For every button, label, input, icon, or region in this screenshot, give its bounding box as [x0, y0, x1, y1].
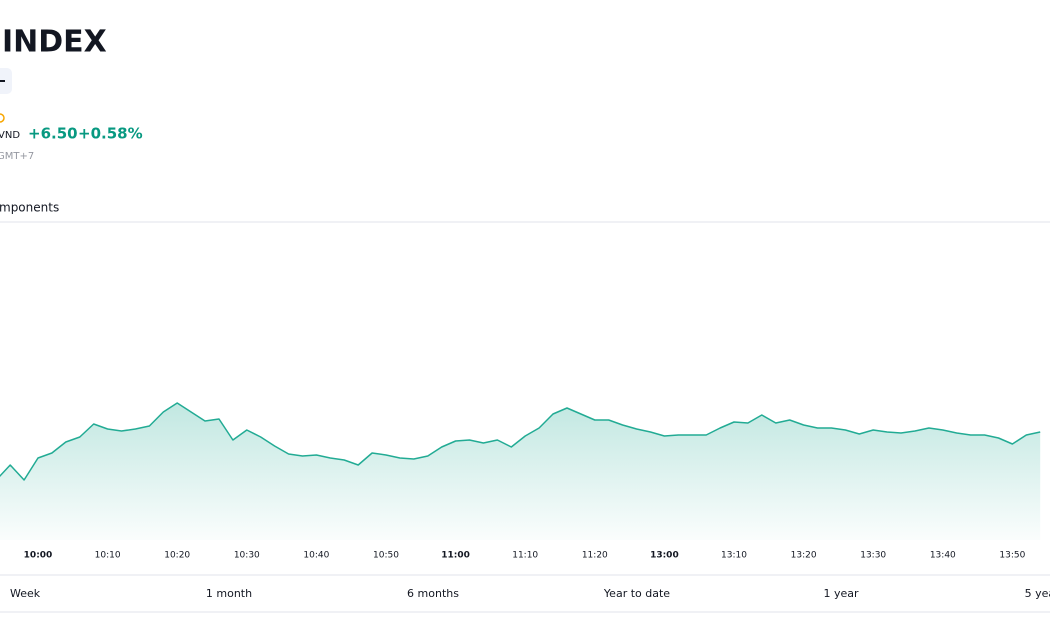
x-tick-label: 13:40	[930, 551, 956, 561]
x-tick-label: 10:50	[373, 551, 399, 561]
status-dot	[0, 113, 5, 123]
x-tick-label: 13:20	[791, 551, 817, 561]
components-tab[interactable]: mponents	[0, 201, 59, 215]
range-tab[interactable]: 5 years	[1025, 587, 1050, 600]
x-tick-label: 11:00	[441, 551, 470, 561]
x-tick-label: 10:10	[95, 551, 121, 561]
x-tick-label: 11:10	[512, 551, 538, 561]
x-tick-label: 10:20	[164, 551, 190, 561]
timezone: GMT+7	[0, 151, 34, 162]
x-tick-label: 13:50	[999, 551, 1025, 561]
index-title: INDEX	[2, 25, 107, 60]
x-tick-label: 10:00	[24, 551, 53, 561]
range-tabs: Week 1 month 6 months Year to date 1 year 5 y…	[10, 587, 1050, 600]
x-tick-label: 10:30	[234, 551, 260, 561]
chart: 10:00 10:10 10:20 10:30 10:40 10:50 11:00 11:10…	[0, 402, 1041, 561]
currency: VND	[0, 130, 20, 141]
range-tab[interactable]: 1 month	[206, 587, 252, 600]
x-tick-label: 10:40	[303, 551, 329, 561]
range-tab[interactable]: Week	[10, 587, 41, 600]
price-change-percent: +0.58%	[78, 125, 143, 143]
x-tick-label: 13:10	[721, 551, 747, 561]
price-change: +6.50	[28, 125, 78, 143]
x-tick-label: 11:20	[582, 551, 608, 561]
price-line	[0, 402, 1041, 481]
range-tab[interactable]: 6 months	[407, 587, 459, 600]
symbol-pill[interactable]	[0, 68, 12, 94]
area-fill	[0, 403, 1041, 540]
range-tab[interactable]: 1 year	[823, 587, 859, 600]
x-tick-label: 13:00	[650, 551, 679, 561]
x-tick-label: 13:30	[860, 551, 886, 561]
range-tab[interactable]: Year to date	[603, 587, 670, 600]
